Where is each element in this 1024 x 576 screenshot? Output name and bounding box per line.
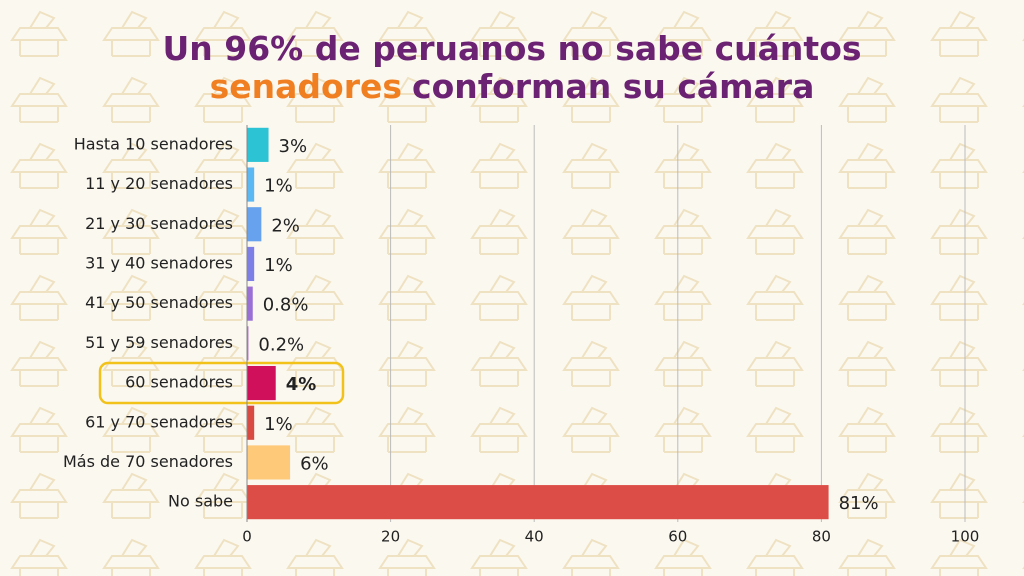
chart-title: senadores conforman su cámara xyxy=(210,67,815,106)
y-tick-label: 31 y 40 senadores xyxy=(85,253,233,272)
y-tick-label: 61 y 70 senadores xyxy=(85,412,233,431)
bar xyxy=(247,207,262,242)
bar xyxy=(247,365,276,401)
bar xyxy=(247,286,253,321)
x-tick-label: 60 xyxy=(668,528,687,546)
value-label: 81% xyxy=(839,493,879,514)
value-label: 3% xyxy=(279,136,308,157)
value-label: 4% xyxy=(286,374,317,395)
y-tick-label: 51 y 59 senadores xyxy=(85,333,233,352)
x-tick-label: 0 xyxy=(242,528,252,546)
value-label: 1% xyxy=(264,255,293,276)
bar xyxy=(247,326,249,361)
y-tick-label: 41 y 50 senadores xyxy=(85,293,233,312)
y-tick-label: 21 y 30 senadores xyxy=(85,214,233,233)
bar xyxy=(247,445,291,480)
value-label: 6% xyxy=(300,453,329,474)
title-part: Un 96% de peruanos no sabe cuántos xyxy=(162,29,861,68)
y-tick-label: No sabe xyxy=(168,492,233,511)
y-tick-label: Más de 70 senadores xyxy=(63,452,233,471)
title-part: conforman su cámara xyxy=(412,67,814,106)
value-label: 0.2% xyxy=(258,334,304,355)
x-tick-label: 40 xyxy=(525,528,544,546)
bar xyxy=(247,167,255,202)
bar xyxy=(247,246,255,282)
x-tick-label: 100 xyxy=(951,528,980,546)
value-label: 0.8% xyxy=(263,295,309,316)
value-label: 2% xyxy=(271,215,300,236)
bar xyxy=(247,405,255,440)
title-part: senadores xyxy=(210,67,402,106)
y-tick-label: 60 senadores xyxy=(125,373,233,392)
value-label: 1% xyxy=(264,414,293,435)
chart-title: Un 96% de peruanos no sabe cuántos xyxy=(162,29,861,68)
value-label: 1% xyxy=(264,176,293,197)
bar xyxy=(247,485,829,520)
bar xyxy=(247,127,269,162)
x-tick-label: 80 xyxy=(812,528,831,546)
y-tick-label: Hasta 10 senadores xyxy=(74,134,233,153)
highlight-box xyxy=(98,361,345,405)
y-tick-label: 11 y 20 senadores xyxy=(85,174,233,193)
x-tick-label: 20 xyxy=(381,528,400,546)
